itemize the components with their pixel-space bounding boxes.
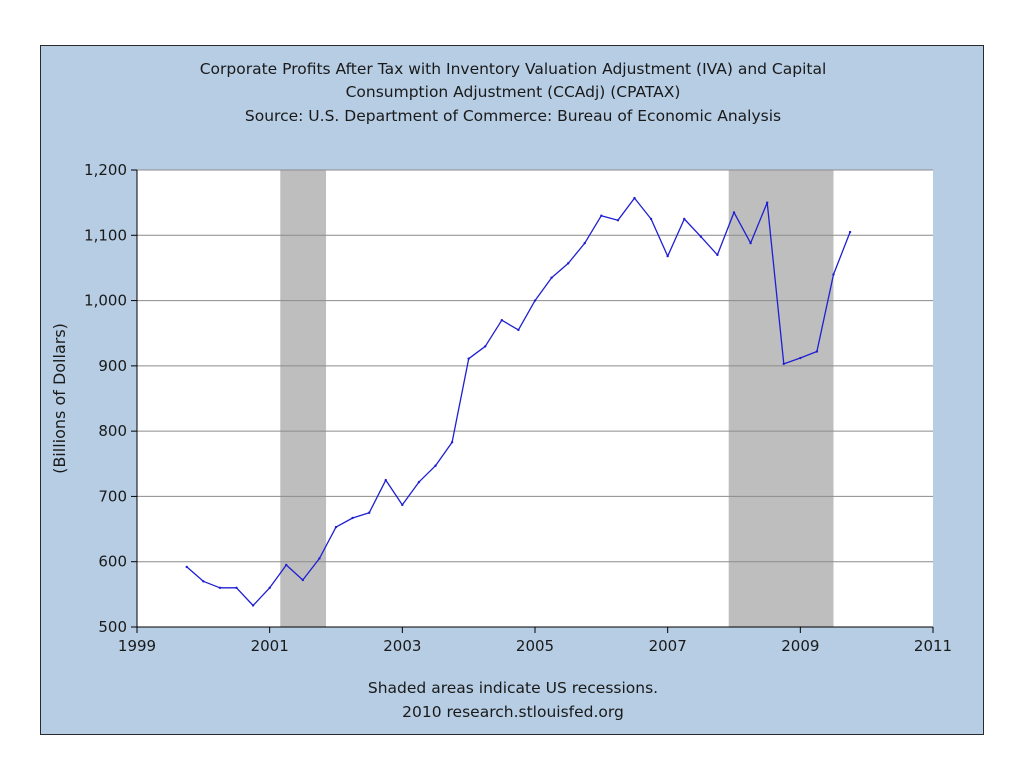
data-point	[434, 464, 437, 467]
y-tick-label-600: 600	[98, 553, 127, 571]
data-point	[185, 565, 188, 569]
data-point	[782, 362, 785, 366]
data-point	[848, 230, 852, 234]
data-point	[517, 328, 520, 332]
data-point	[683, 217, 686, 221]
data-point	[417, 480, 421, 484]
y-tick-label-1200: 1,200	[84, 161, 127, 179]
data-point	[732, 211, 736, 214]
y-axis-title: (Billions of Dollars)	[50, 323, 69, 474]
data-point	[815, 350, 819, 353]
data-point	[600, 214, 603, 217]
line-chart: 500 600 700 800 900 1,000 1,100 1,200 1999 2001 20…	[50, 161, 952, 655]
data-point	[649, 217, 653, 221]
chart-frame: Corporate Profits After Tax with Invento…	[40, 45, 984, 735]
data-point	[550, 276, 553, 279]
data-point	[467, 357, 470, 360]
data-point	[268, 586, 271, 590]
data-point	[583, 241, 586, 245]
x-tick-label-2011: 2011	[914, 637, 952, 655]
data-point	[749, 241, 752, 245]
x-tick-label-2009: 2009	[781, 637, 819, 655]
chart-title-line-2: Consumption Adjustment (CCAdj) (CPATAX)	[345, 83, 681, 101]
data-point	[235, 586, 238, 590]
data-point	[500, 318, 504, 322]
data-point	[301, 578, 305, 582]
x-tick-label-2007: 2007	[649, 637, 687, 655]
data-point	[799, 356, 802, 360]
y-tick-label-1100: 1,100	[84, 226, 127, 244]
y-tick-label-700: 700	[98, 487, 127, 505]
recession-band-1	[280, 170, 327, 627]
y-tick-label-500: 500	[98, 618, 127, 636]
data-point	[202, 580, 205, 583]
x-tick-label-2003: 2003	[383, 637, 421, 655]
data-point	[533, 299, 537, 302]
y-tick-label-800: 800	[98, 422, 127, 440]
data-point	[699, 235, 703, 238]
data-point	[351, 516, 354, 520]
data-point	[765, 201, 769, 204]
data-point	[450, 441, 454, 444]
data-point	[716, 253, 719, 257]
plot-area: 500 600 700 800 900 1,000 1,100 1,200 1999 2001 20…	[50, 161, 952, 655]
data-point	[666, 254, 669, 258]
data-point	[218, 586, 222, 590]
data-point	[384, 478, 387, 482]
data-point	[334, 525, 338, 529]
recession-band-2	[728, 170, 834, 627]
data-point	[484, 345, 487, 348]
data-point	[318, 557, 321, 560]
data-point	[616, 219, 620, 222]
chart-subtitle-source: Source: U.S. Department of Commerce: Bur…	[244, 107, 782, 125]
data-point	[566, 262, 570, 265]
recession-note: Shaded areas indicate US recessions.	[367, 679, 659, 697]
chart-title-line-1: Corporate Profits After Tax with Invento…	[199, 60, 827, 78]
data-point	[832, 273, 835, 276]
y-tick-label-1000: 1,000	[84, 292, 127, 310]
data-point	[401, 503, 404, 507]
data-point	[251, 604, 255, 607]
x-tick-label-1999: 1999	[118, 637, 156, 655]
y-tick-label-900: 900	[98, 357, 127, 375]
source-url-note: 2010 research.stlouisfed.org	[402, 703, 624, 721]
x-tick-label-2005: 2005	[516, 637, 554, 655]
data-point	[633, 196, 636, 200]
data-point	[285, 563, 288, 567]
x-tick-label-2001: 2001	[251, 637, 289, 655]
data-point	[367, 511, 371, 514]
